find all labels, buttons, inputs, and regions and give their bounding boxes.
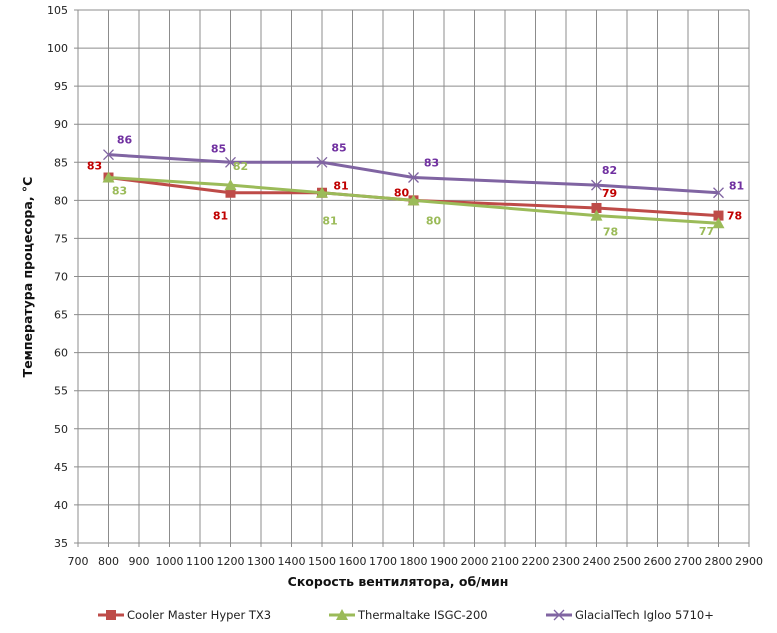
x-tick-label: 2300: [552, 555, 580, 568]
data-label: 78: [603, 226, 618, 239]
series-lines: [102, 149, 725, 229]
y-axis-title: Температура процесора, °C: [20, 177, 35, 378]
x-tick-label: 900: [129, 555, 150, 568]
x-tick-label: 800: [98, 555, 119, 568]
triangle-marker: [712, 217, 725, 229]
x-tick-label: 2900: [735, 555, 763, 568]
data-label: 81: [729, 180, 744, 193]
data-label: 77: [699, 225, 714, 238]
x-tick-label: 2700: [674, 555, 702, 568]
triangle-marker: [590, 209, 603, 221]
triangle-marker: [224, 179, 237, 191]
tick-labels: 700 800 900 1000 1100 1200 1300 1400 1500 1600 170…: [47, 4, 763, 568]
x-tick-label: 1000: [156, 555, 184, 568]
y-tick-label: 90: [54, 118, 68, 131]
data-label: 86: [117, 134, 133, 147]
square-marker: [713, 210, 724, 221]
data-label: 83: [112, 185, 127, 198]
x-tick-label: 1600: [339, 555, 367, 568]
triangle-marker: [102, 171, 115, 183]
data-label: 82: [602, 164, 617, 177]
y-tick-label: 85: [54, 156, 68, 169]
x-tick-label: 2000: [461, 555, 489, 568]
y-tick-label: 50: [54, 423, 68, 436]
y-tick-label: 95: [54, 80, 68, 93]
x-tick-label: 1100: [186, 555, 214, 568]
triangle-marker: [407, 194, 420, 206]
x-tick-label: 1300: [247, 555, 275, 568]
x-tick-label: 1900: [430, 555, 458, 568]
x-tick-label: 2800: [705, 555, 733, 568]
x-tick-label: 1200: [217, 555, 245, 568]
y-tick-label: 80: [54, 194, 68, 207]
data-label: 81: [213, 210, 228, 223]
x-marker: [713, 187, 724, 199]
data-label: 82: [233, 160, 248, 173]
data-label: 83: [424, 157, 439, 170]
legend-label: GlacialTech Igloo 5710+: [575, 608, 714, 622]
x-tick-label: 2100: [491, 555, 519, 568]
square-marker: [225, 187, 236, 198]
y-tick-label: 60: [54, 347, 68, 360]
x-tick-label: 700: [68, 555, 89, 568]
x-tick-label: 2400: [583, 555, 611, 568]
x-marker: [225, 156, 236, 168]
y-tick-label: 35: [54, 537, 68, 550]
x-marker: [316, 156, 328, 168]
series-line: [108, 176, 719, 225]
data-label: 85: [331, 141, 346, 154]
x-tick-label: 2600: [644, 555, 672, 568]
triangle-marker: [316, 186, 328, 198]
legend: Cooler Master Hyper TX3 Thermaltake ISGC-…: [98, 608, 714, 622]
square-marker: [106, 610, 116, 620]
data-label: 83: [87, 160, 102, 173]
data-label: 80: [394, 186, 410, 199]
series-line: [108, 153, 719, 195]
legend-label: Thermaltake ISGC-200: [357, 608, 488, 622]
triangle-marker: [336, 609, 348, 620]
y-tick-label: 100: [47, 42, 68, 55]
legend-label: Cooler Master Hyper TX3: [127, 608, 271, 622]
grid: [74, 9, 750, 547]
y-tick-label: 55: [54, 385, 68, 398]
data-labels: 83 81 81 80 79 78 83 82 81 80 78 77 86 85 85 83 82 81: [87, 134, 744, 239]
y-tick-label: 40: [54, 499, 68, 512]
x-tick-label: 2500: [613, 555, 641, 568]
x-axis-title: Скорость вентилятора, об/мин: [288, 574, 509, 589]
data-label: 85: [211, 142, 226, 155]
y-tick-label: 75: [54, 232, 68, 245]
x-marker: [103, 149, 114, 161]
data-label: 80: [426, 214, 442, 227]
x-marker: [591, 179, 602, 191]
x-marker: [408, 172, 419, 183]
x-tick-label: 1800: [400, 555, 428, 568]
data-label: 81: [333, 180, 348, 193]
y-tick-label: 70: [54, 271, 68, 284]
x-tick-label: 1500: [308, 555, 336, 568]
y-tick-label: 45: [54, 461, 68, 474]
x-tick-label: 1400: [278, 555, 306, 568]
x-marker: [553, 609, 565, 621]
y-tick-label: 65: [54, 309, 68, 322]
x-tick-label: 1700: [369, 555, 397, 568]
square-marker: [591, 202, 602, 213]
data-label: 79: [602, 187, 617, 200]
x-tick-label: 2200: [522, 555, 550, 568]
data-label: 78: [727, 210, 742, 223]
y-tick-label: 105: [47, 4, 68, 17]
data-label: 81: [322, 215, 337, 228]
